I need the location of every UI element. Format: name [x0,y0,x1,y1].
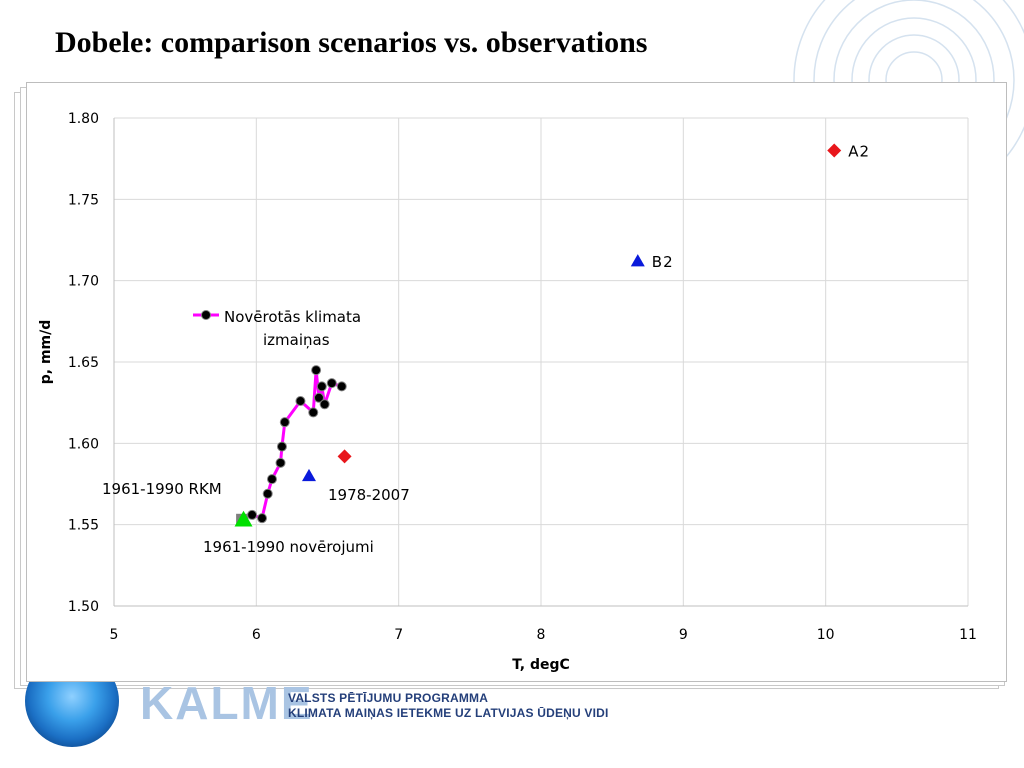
x-tick-label: 6 [252,627,261,643]
data-point-observed [262,488,273,499]
y-tick-label: 1.60 [68,436,99,452]
data-point-observed [275,457,286,468]
label-b2: B2 [652,253,674,271]
data-point-b2 [630,254,645,267]
data-point-observed [326,378,337,389]
data-point-observed [336,381,347,392]
data-point-observed [279,417,290,428]
x-tick-label: 7 [394,627,403,643]
program-name: VALSTS PĒTĪJUMU PROGRAMMA KLIMATA MAIŅAS… [288,691,609,721]
data-point-observed [316,381,327,392]
legend-marker-swatch [201,310,211,320]
data-point-observed [266,474,277,485]
data-point-obs-1961-1990 [234,510,253,527]
program-line-1: VALSTS PĒTĪJUMU PROGRAMMA [288,691,489,705]
label-a2: A2 [848,143,870,161]
data-point-observed [295,396,306,407]
data-point-observed [247,509,258,520]
kalme-logo-text: KALME [140,677,314,729]
y-tick-label: 1.65 [68,355,99,371]
data-point-a2-1978-2007 [337,449,352,464]
legend-label-line-2: izmaiņas [263,331,330,349]
y-axis-title: p, mm/d [38,320,54,385]
x-tick-label: 8 [537,627,546,643]
y-tick-label: 1.80 [68,111,99,127]
data-point-observed [319,399,330,410]
data-point-observed [257,513,268,524]
x-tick-label: 5 [110,627,119,643]
scatter-chart: 5 6 7 8 9 10 11 1.50 1.55 1.60 1.65 1.70 1.75 1.80 T, … [38,111,977,673]
data-point-observed [313,392,324,403]
x-axis-title: T, degC [512,657,570,673]
data-point-observed [276,441,287,452]
page-title: Dobele: comparison scenarios vs. observa… [55,26,648,59]
data-point-observed [308,407,319,418]
x-tick-label: 9 [679,627,688,643]
y-tick-label: 1.55 [68,518,99,534]
label-1961-1990-observations: 1961-1990 novērojumi [203,538,374,556]
data-point-a2 [827,143,842,158]
label-1978-2007: 1978-2007 [328,486,410,504]
legend-label-line-1: Novērotās klimata [224,308,361,326]
label-1961-1990-rkm: 1961-1990 RKM [102,480,222,498]
program-line-2: KLIMATA MAIŅAS IETEKME UZ LATVIJAS ŪDEŅU… [288,706,609,720]
data-point-b2-1978-2007 [301,468,316,482]
data-point-observed [311,365,322,376]
y-tick-label: 1.75 [68,192,99,208]
x-tick-label: 11 [959,627,977,643]
chart-frame: 5 6 7 8 9 10 11 1.50 1.55 1.60 1.65 1.70 1.75 1.80 T, … [26,82,1007,682]
x-tick-label: 10 [817,627,835,643]
y-tick-label: 1.50 [68,599,99,615]
y-tick-label: 1.70 [68,274,99,290]
